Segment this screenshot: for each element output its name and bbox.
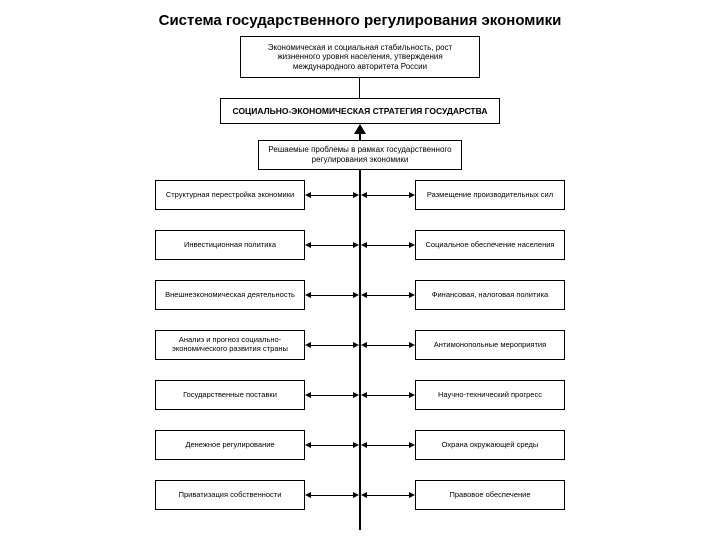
arrow-left-icon: [361, 442, 367, 448]
connector-line: [365, 495, 410, 496]
problems-box: Решаемые проблемы в рамках государственн…: [258, 140, 462, 170]
pair-right-box: Научно-технический прогресс: [415, 380, 565, 410]
pair-right-box: Размещение производительных сил: [415, 180, 565, 210]
pair-right-box: Финансовая, налоговая политика: [415, 280, 565, 310]
pair-right-box: Охрана окружающей среды: [415, 430, 565, 460]
connector-line: [310, 445, 355, 446]
arrow-left-icon: [361, 492, 367, 498]
pair-right-box: Социальное обеспечение населения: [415, 230, 565, 260]
arrow-left-icon: [305, 192, 311, 198]
connector-vertical: [359, 78, 360, 98]
arrow-right-icon: [353, 492, 359, 498]
arrow-left-icon: [305, 292, 311, 298]
connector-line: [365, 395, 410, 396]
diagram-title: Система государственного регулирования э…: [0, 12, 720, 29]
arrow-right-icon: [409, 292, 415, 298]
pair-left-box: Денежное регулирование: [155, 430, 305, 460]
arrow-right-icon: [353, 442, 359, 448]
goal-box: Экономическая и социальная стабильность,…: [240, 36, 480, 78]
connector-line: [310, 395, 355, 396]
connector-line: [365, 295, 410, 296]
connector-line: [365, 245, 410, 246]
arrow-left-icon: [361, 292, 367, 298]
arrow-left-icon: [361, 192, 367, 198]
connector-line: [365, 445, 410, 446]
arrow-right-icon: [409, 492, 415, 498]
arrow-left-icon: [305, 442, 311, 448]
arrow-left-icon: [361, 242, 367, 248]
connector-line: [310, 345, 355, 346]
arrow-right-icon: [353, 292, 359, 298]
arrow-right-icon: [353, 192, 359, 198]
arrow-left-icon: [305, 342, 311, 348]
pair-left-box: Структурная перестройка экономики: [155, 180, 305, 210]
arrow-right-icon: [409, 392, 415, 398]
pair-left-box: Внешнеэкономическая деятельность: [155, 280, 305, 310]
arrow-left-icon: [305, 492, 311, 498]
arrow-right-icon: [353, 242, 359, 248]
arrow-right-icon: [409, 442, 415, 448]
connector-line: [310, 495, 355, 496]
arrow-right-icon: [409, 342, 415, 348]
arrow-left-icon: [305, 392, 311, 398]
arrow-left-icon: [361, 392, 367, 398]
arrow-left-icon: [305, 242, 311, 248]
arrow-right-icon: [353, 392, 359, 398]
strategy-box: СОЦИАЛЬНО-ЭКОНОМИЧЕСКАЯ СТРАТЕГИЯ ГОСУДА…: [220, 98, 500, 124]
pair-left-box: Приватизация собственности: [155, 480, 305, 510]
pair-left-box: Государственные поставки: [155, 380, 305, 410]
connector-line: [310, 195, 355, 196]
connector-line: [310, 295, 355, 296]
pair-left-box: Анализ и прогноз социально-экономическог…: [155, 330, 305, 360]
pair-left-box: Инвестиционная политика: [155, 230, 305, 260]
pair-right-box: Антимонопольные мероприятия: [415, 330, 565, 360]
arrow-right-icon: [409, 242, 415, 248]
connector-line: [365, 195, 410, 196]
arrow-right-icon: [409, 192, 415, 198]
connector-line: [365, 345, 410, 346]
arrow-left-icon: [361, 342, 367, 348]
pair-right-box: Правовое обеспечение: [415, 480, 565, 510]
connector-line: [310, 245, 355, 246]
arrow-right-icon: [353, 342, 359, 348]
